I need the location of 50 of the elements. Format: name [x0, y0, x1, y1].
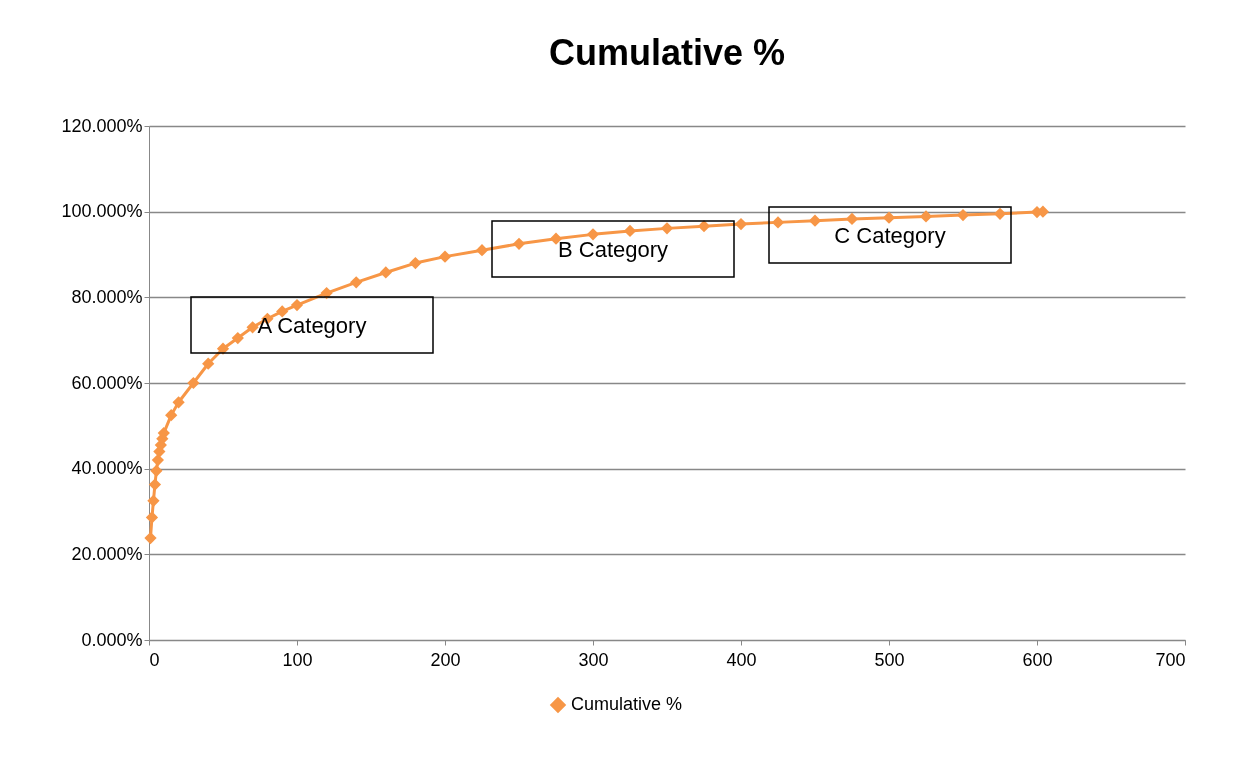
x-tick-label: 200	[430, 649, 461, 670]
point	[845, 212, 859, 226]
point	[771, 216, 785, 229]
point	[187, 376, 200, 390]
point	[919, 210, 933, 223]
point	[350, 276, 363, 289]
point	[734, 217, 748, 231]
point	[145, 511, 159, 524]
point	[660, 222, 674, 235]
x-tick-label: 500	[874, 649, 905, 670]
point	[151, 453, 164, 467]
point	[144, 531, 157, 545]
point	[290, 298, 304, 312]
annotation: B Category	[557, 237, 669, 262]
y-tick-label: 60.000%	[71, 372, 143, 393]
x-tick-label: 100	[282, 649, 313, 670]
y-tick-label: 80.000%	[71, 286, 143, 307]
point	[438, 250, 452, 263]
point	[409, 256, 422, 270]
y-tick-label: 0.000%	[81, 629, 143, 650]
x-tick-label: 0	[149, 649, 160, 670]
x-tick-label: 700	[1155, 649, 1186, 670]
point	[148, 478, 162, 491]
legend-label: Cumulative %	[571, 694, 683, 714]
y-tick-label: 100.000%	[61, 201, 143, 222]
point	[512, 237, 526, 250]
point	[623, 224, 637, 238]
x-tick-label: 600	[1022, 649, 1053, 670]
point	[276, 305, 289, 318]
point	[586, 228, 600, 241]
point	[379, 266, 392, 279]
point	[231, 331, 244, 345]
y-tick-label: 120.000%	[61, 115, 143, 136]
annotation: C Category	[834, 223, 946, 248]
point	[172, 396, 185, 409]
point	[475, 244, 489, 257]
point	[808, 214, 822, 227]
point	[993, 207, 1007, 220]
chart-title: Cumulative %	[548, 32, 786, 73]
y-tick-label: 40.000%	[71, 458, 143, 479]
point	[147, 494, 160, 507]
point	[150, 464, 163, 477]
x-tick-label: 400	[726, 649, 757, 670]
point	[882, 211, 896, 224]
x-tick-label: 300	[578, 649, 609, 670]
point	[697, 220, 711, 233]
point	[956, 208, 970, 222]
point	[165, 409, 178, 422]
point	[202, 357, 215, 370]
y-tick-label: 20.000%	[71, 543, 143, 564]
